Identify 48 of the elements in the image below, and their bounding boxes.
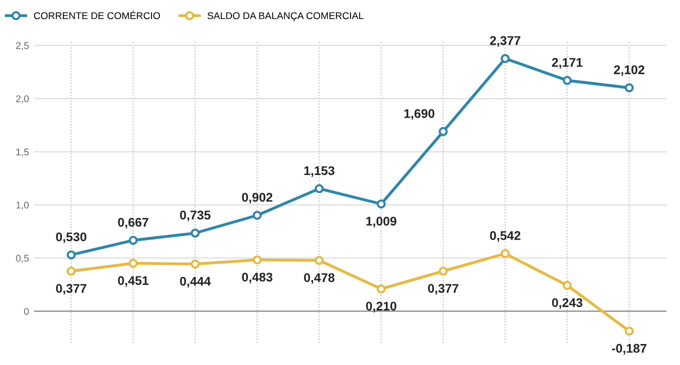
data-label: 0,210 <box>366 302 396 312</box>
data-label: 1,009 <box>366 216 396 228</box>
data-label: 0,667 <box>118 218 148 229</box>
data-label: 0,478 <box>304 273 334 284</box>
point <box>314 256 324 265</box>
point <box>66 250 76 260</box>
point <box>190 228 200 238</box>
data-label: 0,902 <box>242 192 272 204</box>
y-tick-label: 0,5 <box>16 254 29 263</box>
y-tick-label: 2,0 <box>16 95 29 104</box>
point <box>66 266 76 276</box>
data-label: 1,153 <box>304 166 334 177</box>
point <box>624 83 634 92</box>
y-tick-label: 1,5 <box>16 148 29 157</box>
data-label: 0,377 <box>428 284 458 295</box>
data-label: 0,243 <box>552 298 582 309</box>
y-tick-label: 2,5 <box>16 42 29 50</box>
data-label: 0,483 <box>242 272 272 284</box>
data-label: 1,690 <box>404 109 434 120</box>
data-label: -0,187 <box>612 344 646 355</box>
legend-label: SALDO DA BALANÇA COMERCIAL <box>208 12 364 22</box>
data-label: 0,735 <box>180 210 210 222</box>
point <box>376 284 386 294</box>
point <box>500 249 510 258</box>
data-label: 0,530 <box>56 232 86 244</box>
data-label: 0,451 <box>118 276 148 287</box>
point <box>438 266 448 276</box>
point <box>624 326 634 336</box>
point <box>252 210 262 220</box>
data-label: 2,102 <box>614 65 644 76</box>
data-label: 0,542 <box>490 231 520 242</box>
data-label: 2,377 <box>490 36 520 47</box>
point <box>252 255 262 264</box>
point <box>438 127 448 136</box>
point <box>128 236 138 245</box>
point <box>314 184 324 194</box>
legend-label: CORRENTE DE COMÉRCIO <box>34 10 160 20</box>
point <box>128 258 138 268</box>
data-label: 0,444 <box>180 276 211 288</box>
y-tick-label: 1,0 <box>16 202 29 210</box>
point <box>376 199 386 208</box>
data-label: 2,171 <box>552 58 582 69</box>
point <box>500 54 510 64</box>
point <box>190 259 200 269</box>
point <box>562 280 572 290</box>
point <box>562 76 572 85</box>
y-tick-label: 0 <box>24 308 29 315</box>
data-label: 0,377 <box>56 284 86 295</box>
